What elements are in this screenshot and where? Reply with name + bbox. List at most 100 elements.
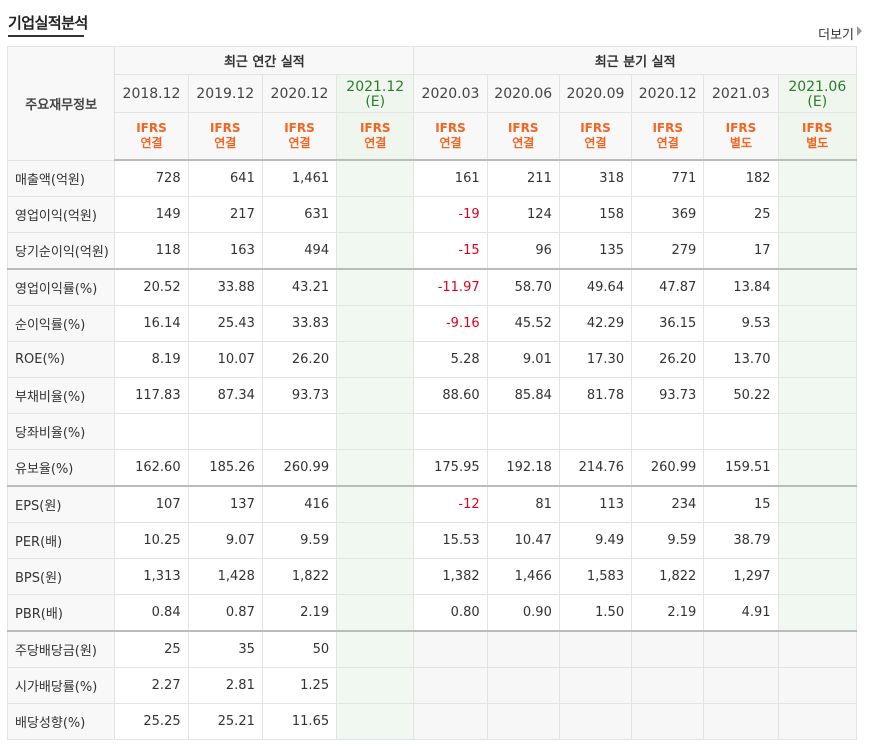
table-cell: -12 bbox=[413, 485, 488, 523]
corner-header: 주요재무정보 bbox=[6, 46, 116, 161]
table-cell: 1,461 bbox=[261, 159, 338, 197]
period-date: 2021.06 bbox=[788, 78, 847, 95]
row-label: 매출액(억원) bbox=[6, 159, 116, 197]
table-cell: 1,382 bbox=[413, 558, 488, 595]
table-cell: 260.99 bbox=[631, 449, 705, 487]
chevron-right-icon[interactable] bbox=[857, 26, 862, 36]
table-cell: 0.90 bbox=[486, 594, 560, 632]
row-label: 부채비율(%) bbox=[6, 377, 116, 414]
table-cell: 33.83 bbox=[261, 305, 338, 342]
table-cell bbox=[336, 413, 415, 450]
ifrs-label: IFRS bbox=[652, 121, 683, 135]
period-date: 2020.03 bbox=[421, 85, 480, 102]
table-row: BPS(원) 1,313 1,428 1,822 1,382 1,466 1,583 1,82… bbox=[6, 558, 858, 595]
table-cell bbox=[336, 485, 415, 523]
table-cell: 11.65 bbox=[261, 703, 338, 740]
table-cell: 159.51 bbox=[703, 449, 779, 487]
period-basis: IFRS 연결 bbox=[187, 112, 263, 161]
table-cell: 1,583 bbox=[558, 558, 633, 595]
row-label: 영업이익(억원) bbox=[6, 196, 116, 233]
quarter-header: 최근 분기 실적 bbox=[413, 46, 857, 75]
table-cell bbox=[558, 667, 633, 704]
table-cell bbox=[777, 522, 858, 559]
table-cell bbox=[336, 522, 415, 559]
table-cell: 58.70 bbox=[486, 268, 560, 306]
table-cell bbox=[558, 413, 633, 450]
table-cell bbox=[187, 413, 263, 450]
table-cell bbox=[777, 196, 858, 233]
more-link[interactable]: 더보기 bbox=[818, 28, 854, 43]
table-cell: 87.34 bbox=[187, 377, 263, 414]
period-header: 2020.12 bbox=[261, 74, 338, 113]
table-cell: 175.95 bbox=[413, 449, 488, 487]
table-cell bbox=[631, 703, 705, 740]
table-cell: 25 bbox=[114, 630, 189, 668]
table-row: 주당배당금(원) 25 35 50 bbox=[6, 630, 858, 668]
table-cell: 25.21 bbox=[187, 703, 263, 740]
table-cell: 1,297 bbox=[703, 558, 779, 595]
table-cell bbox=[336, 377, 415, 414]
table-cell: 49.64 bbox=[558, 268, 633, 306]
period-date: 2020.09 bbox=[566, 85, 625, 102]
table-cell: 0.84 bbox=[114, 594, 189, 632]
table-row: PBR(배) 0.84 0.87 2.19 0.80 0.90 1.50 2.19 4.91 bbox=[6, 594, 858, 632]
table-cell: 118 bbox=[114, 232, 189, 270]
table-cell bbox=[336, 449, 415, 487]
period-basis: IFRS 별도 bbox=[703, 112, 779, 161]
basis-label: 연결 bbox=[439, 136, 462, 150]
period-date: 2021.12 bbox=[346, 78, 405, 95]
table-cell: -19 bbox=[413, 196, 488, 233]
table-cell: 728 bbox=[114, 159, 189, 197]
table-cell: 9.59 bbox=[631, 522, 705, 559]
table-cell: 494 bbox=[261, 232, 338, 270]
table-cell: 124 bbox=[486, 196, 560, 233]
period-basis: IFRS 연결 bbox=[413, 112, 488, 161]
ifrs-label: IFRS bbox=[435, 121, 466, 135]
table-cell: 13.84 bbox=[703, 268, 779, 306]
table-cell: 113 bbox=[558, 485, 633, 523]
table-cell: 10.25 bbox=[114, 522, 189, 559]
table-cell bbox=[336, 594, 415, 632]
row-label: 당기순이익(억원) bbox=[6, 232, 116, 270]
table-cell: 137 bbox=[187, 485, 263, 523]
table-cell bbox=[777, 485, 858, 523]
table-cell bbox=[336, 703, 415, 740]
table-cell: 50 bbox=[261, 630, 338, 668]
period-header: 2020.09 bbox=[558, 74, 633, 113]
table-cell: 217 bbox=[187, 196, 263, 233]
table-cell: 416 bbox=[261, 485, 338, 523]
row-label: 영업이익률(%) bbox=[6, 268, 116, 306]
period-basis: IFRS 연결 bbox=[261, 112, 338, 161]
period-date: 2020.06 bbox=[494, 85, 553, 102]
table-cell: 369 bbox=[631, 196, 705, 233]
table-cell: 35 bbox=[187, 630, 263, 668]
table-cell bbox=[336, 305, 415, 342]
table-cell: 9.53 bbox=[703, 305, 779, 342]
basis-label: 연결 bbox=[364, 136, 387, 150]
table-cell: 135 bbox=[558, 232, 633, 270]
table-cell: 9.01 bbox=[486, 341, 560, 378]
ifrs-label: IFRS bbox=[136, 121, 167, 135]
period-estimate: (E) bbox=[365, 93, 386, 110]
table-cell: 26.20 bbox=[631, 341, 705, 378]
table-cell bbox=[777, 667, 858, 704]
table-cell bbox=[336, 667, 415, 704]
table-row: ROE(%) 8.19 10.07 26.20 5.28 9.01 17.30 26.20 13… bbox=[6, 341, 858, 378]
table-cell bbox=[336, 268, 415, 306]
table-cell: 182 bbox=[703, 159, 779, 197]
table-cell bbox=[777, 703, 858, 740]
table-row: 유보율(%) 162.60 185.26 260.99 175.95 192.18 214.… bbox=[6, 449, 858, 487]
period-header: 2021.06 (E) bbox=[777, 74, 858, 113]
table-cell: 4.91 bbox=[703, 594, 779, 632]
table-row: 시가배당률(%) 2.27 2.81 1.25 bbox=[6, 667, 858, 704]
row-label: 시가배당률(%) bbox=[6, 667, 116, 704]
table-cell bbox=[703, 413, 779, 450]
table-cell: 107 bbox=[114, 485, 189, 523]
table-row: PER(배) 10.25 9.07 9.59 15.53 10.47 9.49 9.59 38.… bbox=[6, 522, 858, 559]
period-header: 2021.12 (E) bbox=[336, 74, 415, 113]
table-cell: 17 bbox=[703, 232, 779, 270]
ifrs-label: IFRS bbox=[507, 121, 539, 135]
table-cell bbox=[336, 630, 415, 668]
table-row: 영업이익(억원) 149 217 631 -19 124 158 369 25 bbox=[6, 196, 858, 233]
row-label: BPS(원) bbox=[6, 558, 116, 595]
